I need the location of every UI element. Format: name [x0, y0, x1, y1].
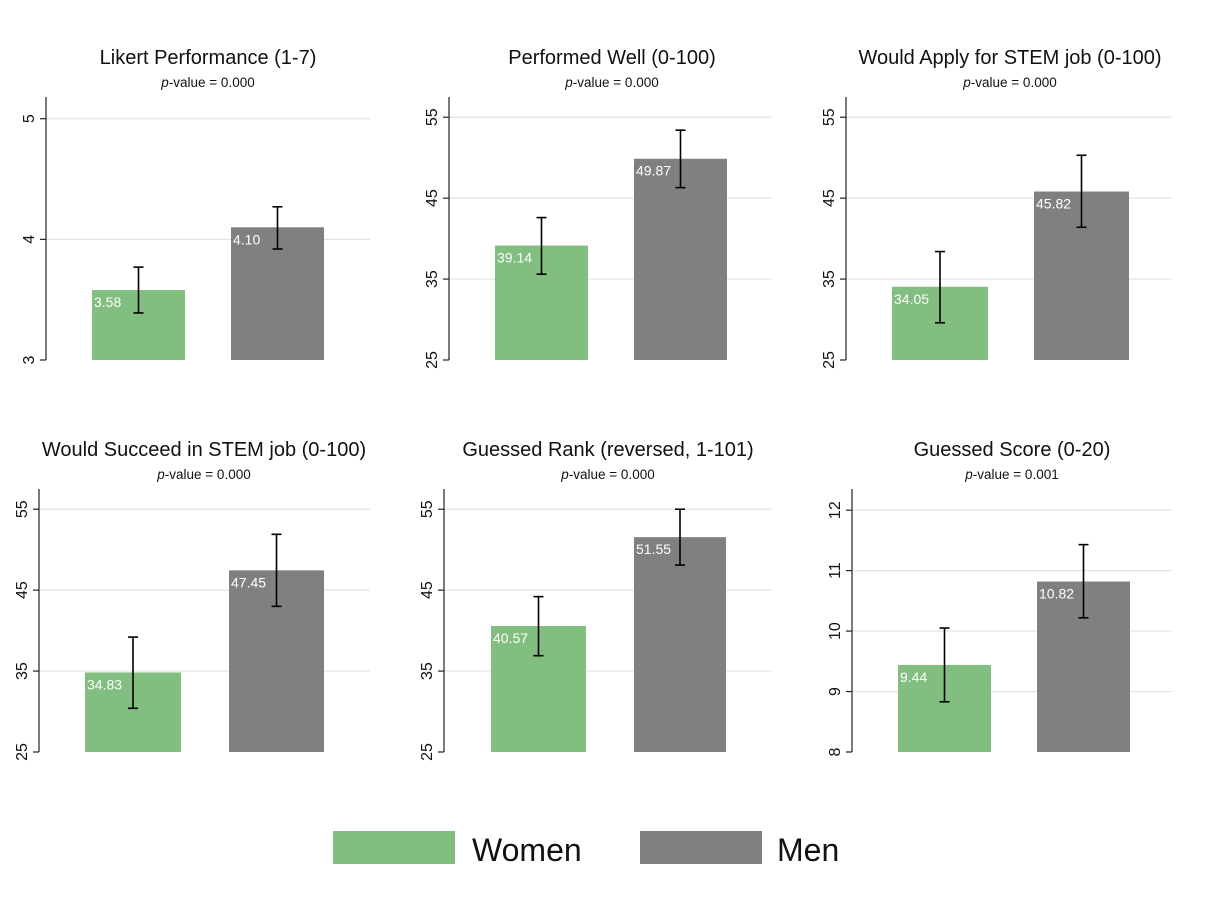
- legend-women-label: Women: [472, 832, 582, 868]
- y-tick-label: 25: [419, 743, 436, 761]
- y-tick-label: 9: [827, 687, 844, 696]
- bar-value-label: 4.10: [233, 231, 260, 247]
- pvalue-label: p-value = 0.000: [962, 75, 1056, 90]
- y-tick-label: 55: [821, 108, 838, 126]
- y-tick-label: 4: [21, 235, 38, 244]
- bar-value-label: 51.55: [636, 541, 671, 557]
- chart-title: Guessed Score (0-20): [914, 439, 1111, 461]
- chart-panel-3: Would Apply for STEM job (0-100) p-value …: [821, 47, 1172, 369]
- y-tick-label: 3: [21, 355, 38, 364]
- chart-panel-5: Guessed Rank (reversed, 1-101) p-value = …: [419, 439, 772, 761]
- bar-value-label: 45.82: [1036, 196, 1071, 212]
- bar-men: [634, 537, 726, 752]
- y-tick-label: 45: [14, 581, 31, 599]
- panels: Likert Performance (1-7) p-value = 0.000 3…: [14, 47, 1172, 761]
- bar-value-label: 3.58: [94, 294, 121, 310]
- legend: Women Men: [333, 831, 839, 868]
- chart-panel-1: Likert Performance (1-7) p-value = 0.000 3…: [21, 47, 370, 364]
- bar-value-label: 40.57: [493, 630, 528, 646]
- y-tick-label: 55: [419, 500, 436, 518]
- chart-panel-2: Performed Well (0-100) p-value = 0.000 39.…: [424, 47, 772, 369]
- y-tick-label: 35: [14, 662, 31, 680]
- y-tick-label: 25: [424, 351, 441, 369]
- chart-title: Would Succeed in STEM job (0-100): [42, 439, 366, 461]
- bar-value-label: 47.45: [231, 574, 266, 590]
- y-tick-label: 55: [14, 500, 31, 518]
- pvalue-label: p-value = 0.001: [964, 467, 1058, 482]
- y-tick-label: 35: [419, 662, 436, 680]
- chart-title: Would Apply for STEM job (0-100): [858, 47, 1161, 69]
- chart-panel-4: Would Succeed in STEM job (0-100) p-value…: [14, 439, 370, 761]
- bar-value-label: 34.05: [894, 291, 929, 307]
- y-tick-label: 35: [424, 270, 441, 288]
- bar-value-label: 10.82: [1039, 586, 1074, 602]
- pvalue-label: p-value = 0.000: [156, 467, 250, 482]
- y-tick-label: 45: [419, 581, 436, 599]
- chart-title: Performed Well (0-100): [508, 47, 715, 69]
- chart-title: Likert Performance (1-7): [100, 47, 317, 69]
- legend-men-label: Men: [777, 832, 839, 868]
- y-tick-label: 8: [827, 747, 844, 756]
- chart-panel-6: Guessed Score (0-20) p-value = 0.001 9.44 1…: [827, 439, 1172, 756]
- y-tick-label: 25: [14, 743, 31, 761]
- y-tick-label: 11: [827, 562, 844, 579]
- bar-men: [634, 158, 727, 360]
- y-tick-label: 12: [827, 501, 844, 519]
- pvalue-label: p-value = 0.000: [564, 75, 658, 90]
- chart-title: Guessed Rank (reversed, 1-101): [462, 439, 753, 461]
- y-tick-label: 45: [821, 189, 838, 207]
- y-tick-label: 10: [827, 622, 844, 640]
- y-tick-label: 25: [821, 351, 838, 369]
- bar-value-label: 49.87: [636, 163, 671, 179]
- bar-value-label: 39.14: [497, 250, 532, 266]
- legend-women-swatch: [333, 831, 455, 864]
- pvalue-label: p-value = 0.000: [160, 75, 254, 90]
- y-tick-label: 5: [21, 114, 38, 123]
- y-tick-label: 45: [424, 189, 441, 207]
- bar-value-label: 34.83: [87, 676, 122, 692]
- legend-men-swatch: [640, 831, 762, 864]
- bar-value-label: 9.44: [900, 669, 927, 685]
- pvalue-label: p-value = 0.000: [560, 467, 654, 482]
- y-tick-label: 35: [821, 270, 838, 288]
- y-tick-label: 55: [424, 108, 441, 126]
